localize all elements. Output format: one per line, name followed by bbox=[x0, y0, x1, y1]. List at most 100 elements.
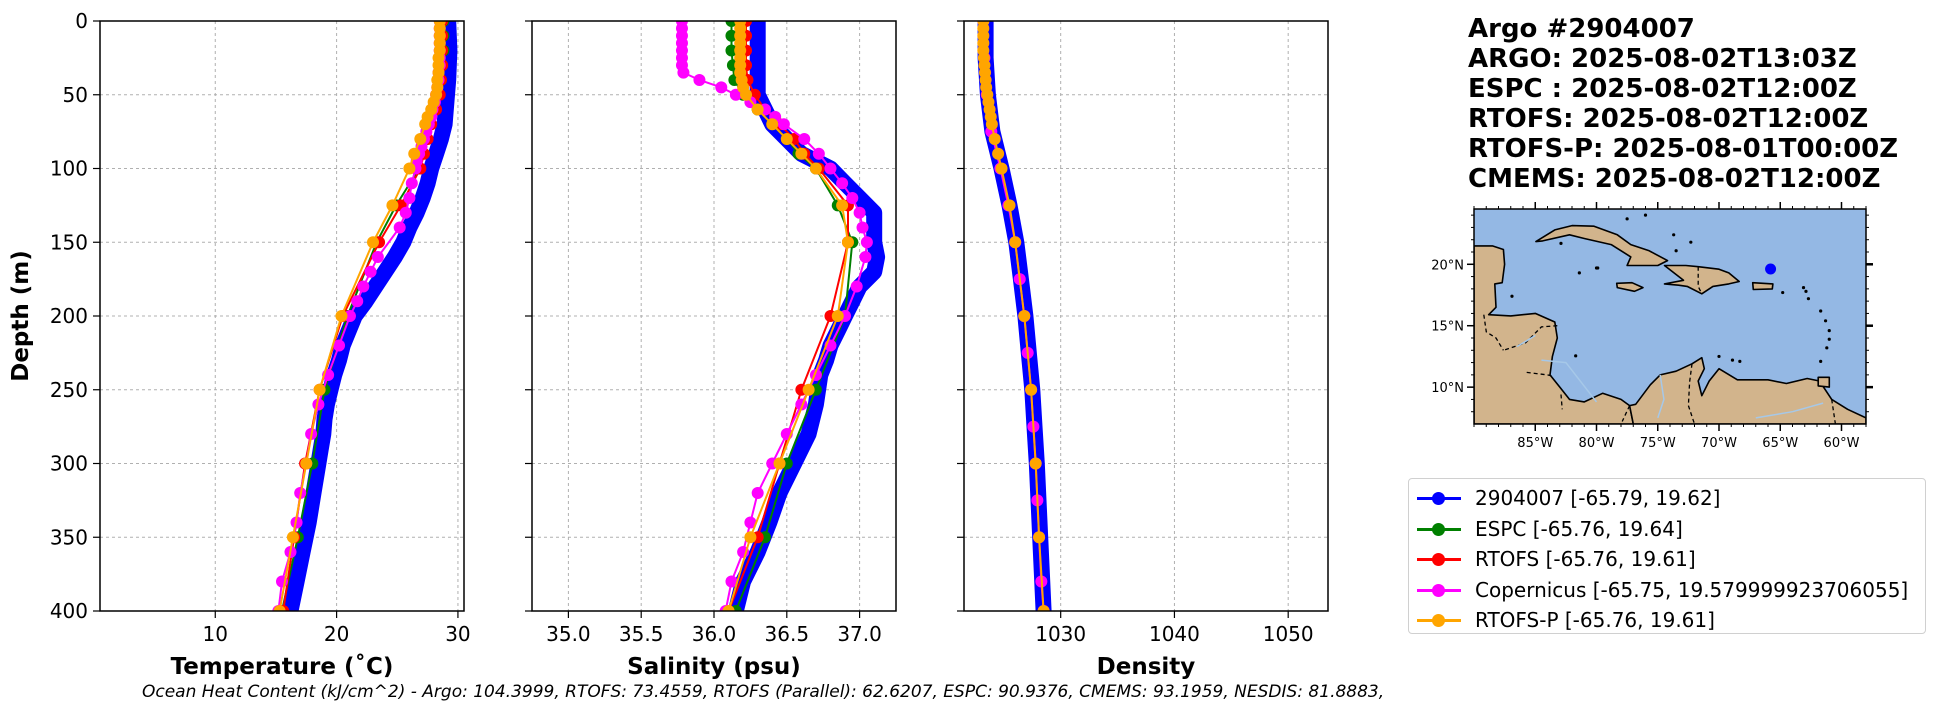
legend-label-rtofs: RTOFS [-65.76, 19.61] bbox=[1475, 547, 1696, 572]
title-line-rtofs-time: RTOFS: 2025-08-02T12:00Z bbox=[1468, 104, 1869, 134]
y-tick-label: 50 bbox=[63, 83, 88, 107]
series-point-rtofs-p bbox=[722, 605, 735, 611]
y-tick-label: 200 bbox=[50, 304, 88, 328]
temperature-panel: 0 50 100 150 200 250 300 350 400 10 20 30 Temperatur… bbox=[8, 9, 471, 680]
series-point-copernicus bbox=[751, 487, 764, 499]
map-island bbox=[1804, 289, 1808, 293]
map-landmass bbox=[1663, 264, 1740, 295]
legend-item-espc: ESPC [-65.76, 19.64] bbox=[1417, 514, 1925, 545]
series-point-rtofs-p bbox=[408, 147, 421, 160]
series-point-rtofs-p bbox=[1037, 605, 1050, 611]
x-axis-label: Salinity (psu) bbox=[627, 654, 801, 680]
map-border bbox=[1621, 405, 1631, 422]
map-border bbox=[1483, 314, 1504, 351]
series-point-copernicus bbox=[777, 118, 790, 131]
map-lat-label: 10°N bbox=[1431, 381, 1464, 396]
map-inner bbox=[1474, 209, 1866, 424]
y-tick-label: 250 bbox=[50, 378, 88, 402]
series-point-rtofs-p bbox=[335, 310, 348, 322]
legend-label-argo: 2904007 [-65.79, 19.62] bbox=[1475, 486, 1721, 511]
series-point-rtofs-p bbox=[313, 383, 326, 396]
y-tick-label: 0 bbox=[75, 9, 88, 33]
map-lat-label: 15°N bbox=[1431, 320, 1464, 335]
series-point-rtofs-p bbox=[386, 199, 399, 212]
map-lon-label: 75°W bbox=[1640, 436, 1676, 451]
x-axis-label: Temperature (˚C) bbox=[171, 653, 394, 680]
title-line-cmems-time: CMEMS: 2025-08-02T12:00Z bbox=[1468, 164, 1881, 194]
series-point-rtofs-p bbox=[414, 133, 427, 145]
series-point-rtofs-p bbox=[831, 310, 844, 322]
series-point-rtofs-p bbox=[286, 531, 299, 544]
map-island bbox=[1625, 217, 1629, 221]
ocean-heat-content-footer: Ocean Heat Content (kJ/cm^2) - Argo: 104… bbox=[142, 682, 1385, 702]
series-point-copernicus bbox=[343, 310, 356, 322]
map-island bbox=[1672, 233, 1676, 237]
map-island bbox=[1577, 271, 1581, 275]
x-tick-label: 30 bbox=[445, 622, 470, 646]
series-point-rtofs-p bbox=[751, 103, 764, 116]
legend-label-rtofs-p: RTOFS-P [-65.76, 19.61] bbox=[1475, 608, 1715, 633]
map-island bbox=[1819, 359, 1823, 363]
series-group bbox=[675, 21, 886, 611]
series-point-copernicus bbox=[859, 251, 872, 263]
series-point-copernicus bbox=[798, 133, 811, 145]
map-island bbox=[1801, 286, 1806, 290]
series-point-rtofs-p bbox=[780, 133, 793, 145]
map-river bbox=[1657, 374, 1665, 419]
salinity-panel: 35.0 35.5 36.0 36.5 37.0 Salinity (psu) bbox=[525, 20, 897, 680]
x-tick-label: 20 bbox=[324, 622, 349, 646]
legend-marker-copernicus bbox=[1417, 580, 1461, 600]
location-map: 85°W 80°W 75°W 70°W 65°W 60°W 20°N 15°N 10°N bbox=[1431, 202, 1873, 451]
density-panel: 1030 1040 1050 Density bbox=[957, 20, 1329, 680]
legend-marker-argo bbox=[1417, 488, 1461, 508]
legend-marker-rtofs bbox=[1417, 549, 1461, 569]
series-point-rtofs-p bbox=[795, 147, 808, 160]
map-island bbox=[1825, 346, 1829, 350]
series-point-copernicus bbox=[836, 177, 849, 190]
map-river bbox=[1516, 334, 1536, 348]
map-lon-label: 65°W bbox=[1762, 436, 1798, 451]
title-line-argo-time: ARGO: 2025-08-02T13:03Z bbox=[1468, 44, 1857, 74]
x-axis-label: Density bbox=[1097, 654, 1196, 680]
series-point-rtofs-p bbox=[1018, 310, 1031, 322]
map-landmass bbox=[1751, 281, 1774, 291]
series-point-rtofs-p bbox=[1029, 457, 1042, 470]
map-island bbox=[1781, 290, 1785, 295]
series-point-copernicus bbox=[846, 192, 859, 204]
series-point-rtofs-p bbox=[992, 147, 1005, 160]
series-point-copernicus bbox=[357, 280, 370, 293]
series-point-rtofs-p bbox=[985, 118, 998, 131]
legend-label-copernicus: Copernicus [-65.75, 19.579999923706055] bbox=[1475, 577, 1909, 602]
series-point-espc bbox=[725, 29, 738, 42]
map-landmass bbox=[1615, 281, 1644, 293]
series-point-rtofs-p bbox=[766, 118, 779, 131]
series-point-copernicus bbox=[824, 162, 837, 175]
map-landmass bbox=[1817, 376, 1831, 388]
title-line-argo: Argo #2904007 bbox=[1468, 14, 1695, 44]
series-point-copernicus bbox=[715, 81, 728, 94]
map-island bbox=[1819, 309, 1823, 313]
map-island bbox=[1738, 359, 1742, 363]
series-group bbox=[977, 21, 1052, 611]
series-point-rtofs-p bbox=[809, 162, 822, 175]
map-island bbox=[1689, 240, 1693, 244]
map-border bbox=[1687, 363, 1696, 424]
series-point-rtofs-p bbox=[988, 133, 1001, 145]
x-tick-label: 1040 bbox=[1149, 622, 1200, 646]
map-island bbox=[1717, 354, 1721, 359]
series-point-copernicus bbox=[393, 221, 406, 234]
map-island bbox=[1574, 354, 1578, 358]
map-river bbox=[1541, 359, 1598, 403]
map-island bbox=[1806, 297, 1811, 301]
series-point-rtofs-p bbox=[273, 605, 286, 611]
y-tick-label: 400 bbox=[50, 599, 88, 623]
legend-label-espc: ESPC [-65.76, 19.64] bbox=[1475, 516, 1683, 541]
map-border bbox=[1526, 371, 1553, 377]
series-point-rtofs-p bbox=[744, 531, 757, 544]
y-tick-label: 350 bbox=[50, 525, 88, 549]
y-tick-label: 150 bbox=[50, 230, 88, 254]
series-point-rtofs-p bbox=[367, 236, 379, 249]
title-line-rtofsp-time: RTOFS-P: 2025-08-01T00:00Z bbox=[1468, 134, 1899, 164]
series-point-rtofs-p bbox=[841, 236, 854, 249]
series-point-copernicus bbox=[856, 221, 869, 234]
